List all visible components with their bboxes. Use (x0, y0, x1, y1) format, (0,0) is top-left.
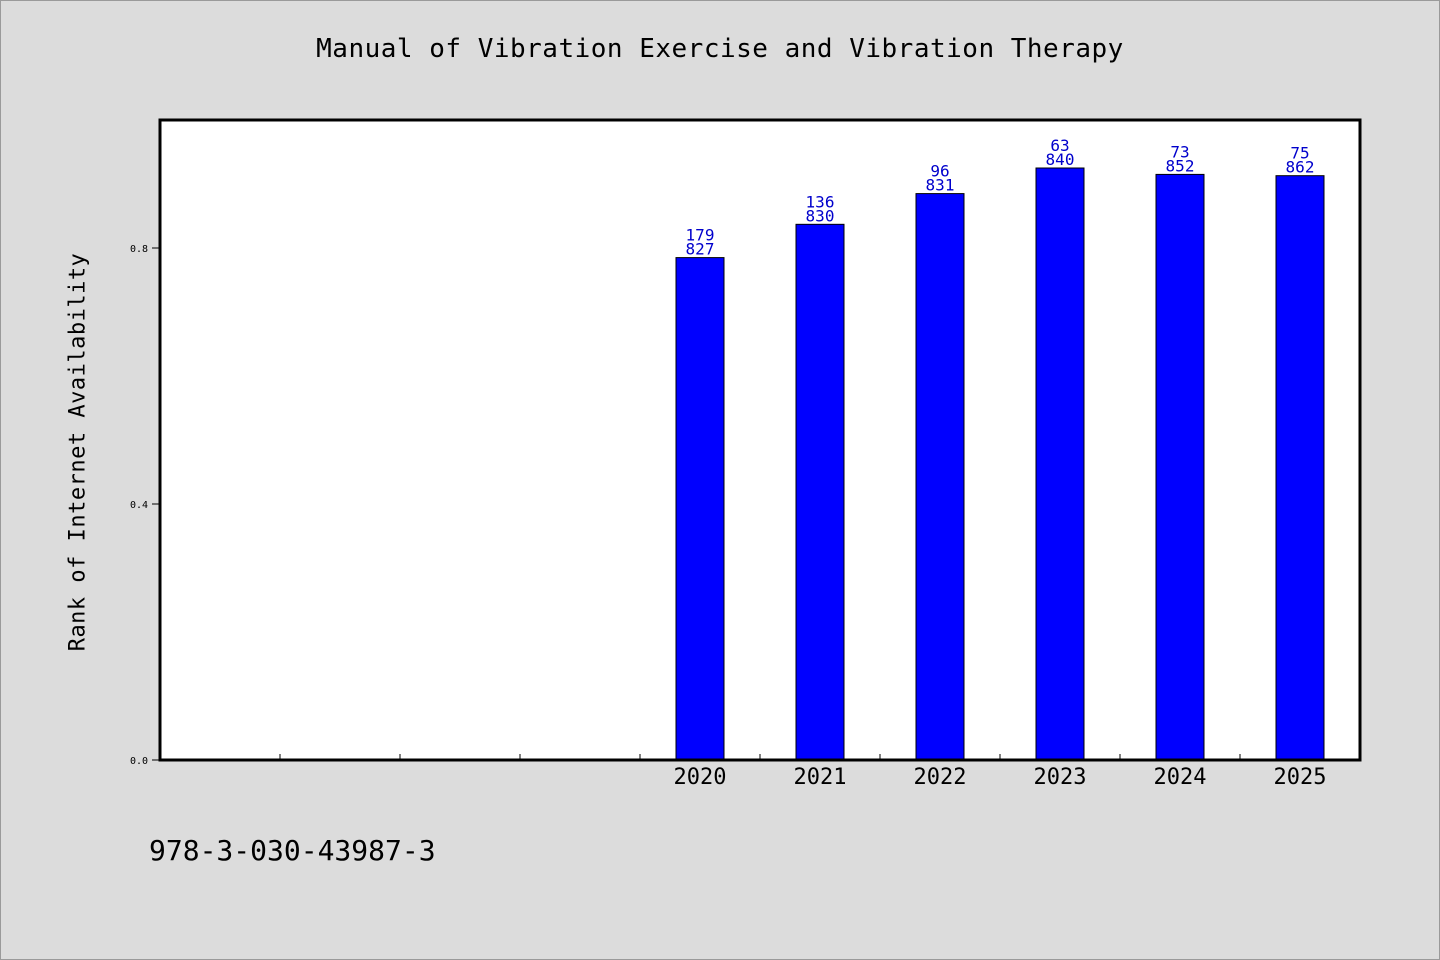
bar-label-top: 73 (1170, 142, 1189, 161)
bar (675, 257, 725, 761)
bar (1155, 173, 1205, 761)
bar (1275, 175, 1325, 761)
bar-label-top: 179 (686, 226, 715, 245)
x-tick-label: 2022 (914, 765, 967, 790)
bar-label-bottom: 827 (686, 240, 715, 259)
bar-label-bottom: 852 (1166, 156, 1195, 175)
bar-label-bottom: 831 (926, 176, 955, 195)
y-tick-label: 0.8 (130, 244, 148, 255)
bar-label-bottom: 830 (806, 206, 835, 225)
chart-title: Manual of Vibration Exercise and Vibrati… (316, 34, 1124, 64)
bar (1035, 167, 1085, 761)
bar-label-top: 96 (930, 162, 949, 181)
bar-label-bottom: 840 (1046, 150, 1075, 169)
bar-label-top: 136 (806, 192, 835, 211)
x-tick-label: 2021 (794, 765, 847, 790)
isbn-code: 978-3-030-43987-3 (149, 834, 436, 867)
bar (915, 193, 965, 761)
y-tick-label: 0.4 (130, 500, 148, 511)
bar-label-top: 75 (1290, 144, 1309, 163)
x-tick-label: 2023 (1034, 765, 1087, 790)
x-tick-label: 2024 (1154, 765, 1207, 790)
bar-label-bottom: 862 (1286, 158, 1315, 177)
y-tick-label: 0.0 (130, 756, 148, 767)
ticks-group: 0.0 0.4 0.8 2020 2021 2022 2023 2024 2025 (130, 244, 1327, 790)
bar (795, 223, 845, 761)
plot-border (158, 118, 1362, 762)
bar-label-top: 63 (1050, 136, 1069, 155)
x-tick-label: 2020 (674, 765, 727, 790)
x-tick-label: 2025 (1274, 765, 1327, 790)
